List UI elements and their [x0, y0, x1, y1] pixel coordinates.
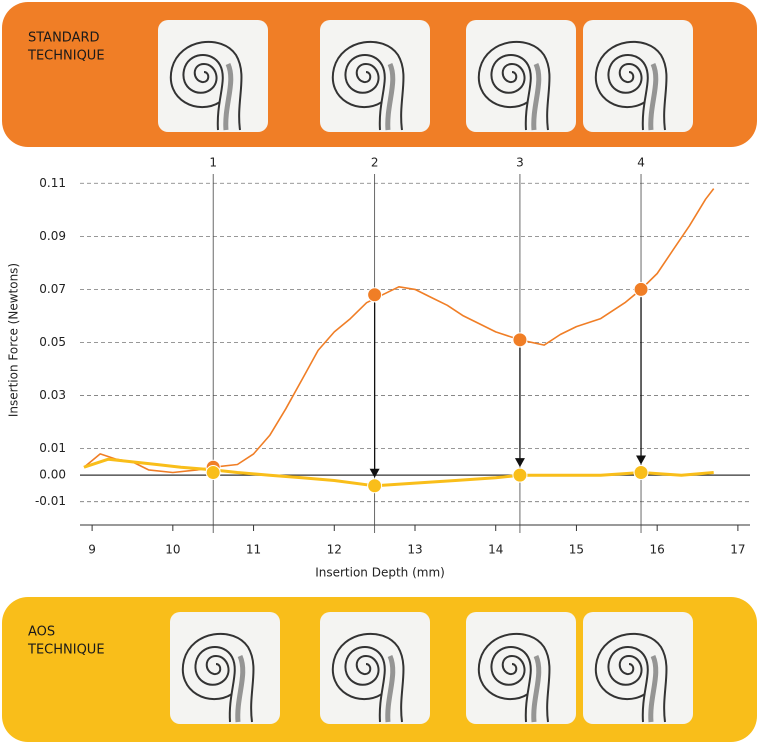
- x-tick-label: 16: [650, 543, 665, 557]
- x-tick-label: 13: [407, 543, 422, 557]
- x-tick-label: 12: [327, 543, 342, 557]
- y-tick-label: -0.01: [35, 494, 66, 508]
- panel-title: AOS: [28, 625, 55, 640]
- y-tick-label: 0.07: [39, 282, 66, 296]
- cochlea-image: [583, 612, 693, 724]
- y-axis-title: Insertion Force (Newtons): [7, 263, 21, 417]
- cochlea-image: [170, 612, 280, 724]
- x-tick-label: 17: [730, 543, 745, 557]
- marker-point: [367, 478, 383, 494]
- arrow-head: [636, 455, 647, 465]
- cochlea-image: [466, 20, 576, 132]
- marker-label: 2: [371, 156, 379, 170]
- cochlea-image: [320, 612, 430, 724]
- marker-label: 1: [209, 156, 217, 170]
- cochlea-image: [466, 612, 576, 724]
- arrow-head: [369, 468, 380, 478]
- y-tick-label: 0.03: [39, 388, 66, 402]
- marker-point: [512, 467, 528, 483]
- panel-title: STANDARD: [28, 31, 100, 46]
- marker-point: [512, 332, 528, 348]
- panel-title: TECHNIQUE: [27, 643, 105, 658]
- marker-point: [367, 287, 383, 303]
- x-tick-label: 15: [569, 543, 584, 557]
- cochlea-image: [320, 20, 430, 132]
- y-tick-label: 0.05: [39, 335, 66, 349]
- y-tick-label: 0.00: [39, 468, 66, 482]
- y-tick-label: 0.01: [39, 441, 66, 455]
- cochlea-image: [583, 20, 693, 132]
- y-tick-label: 0.11: [39, 176, 66, 190]
- x-tick-label: 10: [165, 543, 180, 557]
- series-line: [83, 188, 715, 474]
- x-tick-label: 11: [246, 543, 261, 557]
- cochlea-image: [158, 20, 268, 132]
- marker-label: 3: [516, 156, 524, 170]
- marker-point: [205, 465, 221, 481]
- x-axis-title: Insertion Depth (mm): [315, 566, 445, 580]
- series-line: [83, 457, 714, 488]
- x-tick-label: 14: [488, 543, 503, 557]
- arrow-head: [514, 458, 525, 468]
- marker-point: [633, 465, 649, 481]
- panel-title: TECHNIQUE: [27, 49, 105, 64]
- y-tick-label: 0.09: [39, 229, 66, 243]
- marker-label: 4: [637, 156, 645, 170]
- marker-point: [633, 281, 649, 297]
- x-tick-label: 9: [88, 543, 96, 557]
